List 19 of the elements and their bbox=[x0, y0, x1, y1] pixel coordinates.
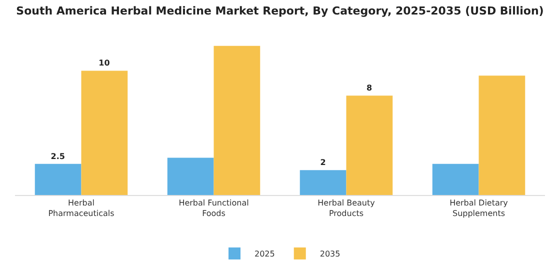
bar bbox=[478, 76, 526, 195]
bar bbox=[81, 70, 128, 195]
bar bbox=[432, 164, 479, 195]
data-label: 10 bbox=[98, 58, 110, 68]
x-tick-label: Herbal Dietary Supplements bbox=[450, 198, 508, 218]
data-label: 2 bbox=[320, 158, 326, 168]
bar bbox=[346, 96, 393, 195]
bar bbox=[167, 158, 214, 195]
data-label: 2.5 bbox=[50, 152, 66, 161]
x-tick-label: Herbal Functional Foods bbox=[178, 198, 249, 218]
x-tick-label: Herbal Beauty Products bbox=[318, 198, 376, 218]
bar bbox=[214, 46, 260, 195]
bar bbox=[300, 170, 346, 195]
legend-label: 2025 bbox=[254, 250, 275, 259]
bar bbox=[34, 164, 82, 195]
x-tick-label: Herbal Pharmaceuticals bbox=[48, 198, 114, 218]
chart-title: South America Herbal Medicine Market Report, By Category, 2025-2035 (USD Billion) bbox=[16, 4, 544, 18]
legend-label: 2035 bbox=[320, 250, 340, 259]
data-label: 8 bbox=[366, 84, 372, 93]
